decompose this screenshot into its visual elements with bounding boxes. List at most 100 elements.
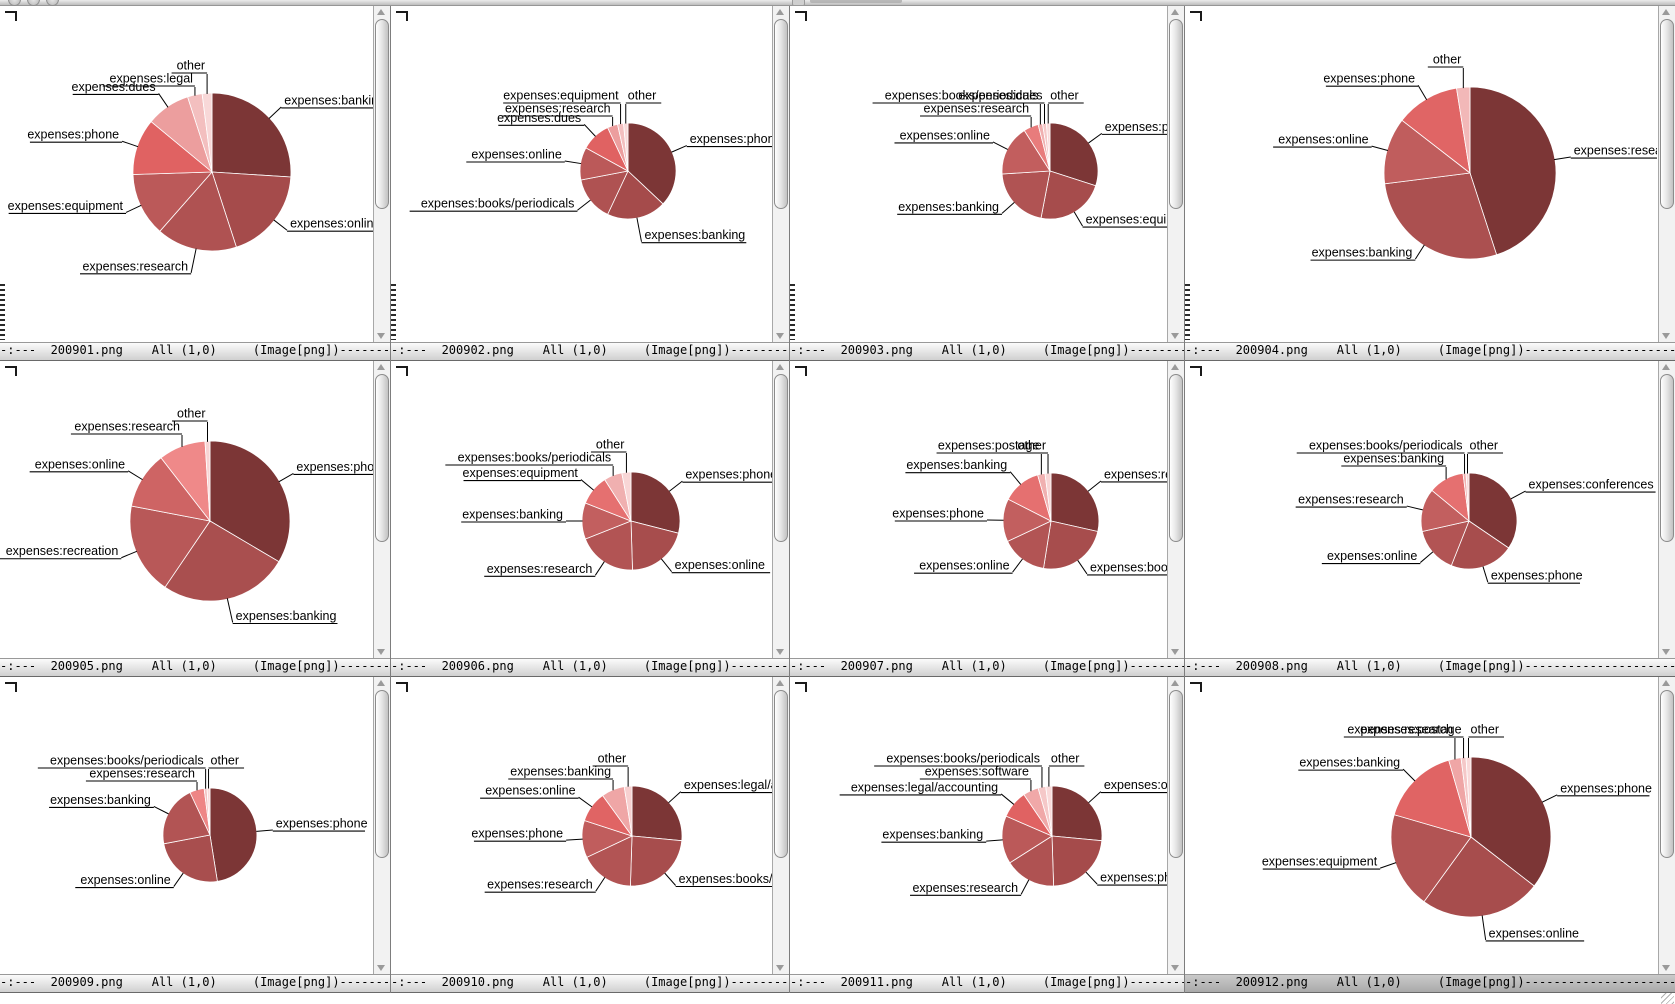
image-buffer-canvas[interactable]: expenses:online expenses:phone expenses:re… (790, 677, 1184, 974)
mode-line-200903.png[interactable]: -:--- 200903.png All (1,0) (Image[png])-… (790, 342, 1184, 361)
mode-line-200909.png[interactable]: -:--- 200909.png All (1,0) (Image[png])-… (0, 974, 390, 993)
scroll-up-arrow-icon[interactable] (377, 680, 385, 686)
scrollbar-thumb[interactable] (1169, 690, 1183, 859)
pie-slice-label: expenses:equipment (1073, 211, 1184, 228)
scrollbar[interactable] (772, 677, 789, 974)
scroll-up-arrow-icon[interactable] (377, 9, 385, 15)
scroll-down-arrow-icon[interactable] (377, 333, 385, 339)
scrollbar[interactable] (772, 361, 789, 658)
mode-line-200902.png[interactable]: -:--- 200902.png All (1,0) (Image[png])-… (391, 342, 789, 361)
scrollbar-thumb[interactable] (375, 374, 389, 543)
image-buffer-canvas[interactable]: expenses:phone expenses:banking expenses:r… (0, 361, 390, 658)
pie-slice-label: expenses:books/periodicals (445, 451, 614, 476)
scrollbar[interactable] (1167, 677, 1184, 974)
image-buffer-canvas[interactable]: expenses:phone expenses:equipment expenses… (790, 6, 1184, 342)
image-buffer-canvas[interactable]: expenses:banking expenses:online expenses:… (0, 6, 390, 342)
scroll-up-arrow-icon[interactable] (1171, 680, 1179, 686)
scroll-up-arrow-icon[interactable] (1171, 364, 1179, 370)
mode-line-200910.png[interactable]: -:--- 200910.png All (1,0) (Image[png])-… (391, 974, 789, 993)
image-buffer-canvas[interactable]: expenses:phone expenses:banking expenses:b… (391, 6, 789, 342)
scrollbar-thumb[interactable] (774, 19, 788, 210)
scroll-down-arrow-icon[interactable] (1171, 965, 1179, 971)
buffer-top-corner-mark (396, 682, 408, 692)
scroll-down-arrow-icon[interactable] (377, 965, 385, 971)
scrollbar[interactable] (373, 677, 390, 974)
scrollbar[interactable] (1167, 6, 1184, 342)
image-buffer-canvas[interactable]: expenses:phone expenses:online expenses:eq… (1185, 677, 1675, 974)
pie-chart: expenses:banking expenses:online expenses:… (8, 59, 387, 275)
mode-line-200901.png[interactable]: -:--- 200901.png All (1,0) (Image[png])-… (0, 342, 390, 361)
scrollbar-thumb[interactable] (375, 19, 389, 210)
scrollbar[interactable] (373, 361, 390, 658)
mode-line-200908.png[interactable]: -:--- 200908.png All (1,0) (Image[png])-… (1185, 658, 1675, 677)
image-buffer-canvas[interactable]: expenses:legal/accounting expenses:books/… (391, 677, 789, 974)
emacs-window-200905.png: expenses:phone expenses:banking expenses:r… (0, 361, 391, 677)
scrollbar-thumb[interactable] (375, 690, 389, 859)
scrollbar[interactable] (1658, 6, 1675, 342)
scrollbar[interactable] (373, 6, 390, 342)
svg-text:expenses:dues: expenses:dues (497, 111, 581, 125)
minibuffer-echo-area[interactable]: Type C-c C-c to view as text. (0, 993, 1675, 1004)
pie-slice-label: expenses:phone (669, 468, 777, 492)
pie-chart: expenses:online expenses:phone expenses:re… (839, 752, 1184, 896)
scroll-up-arrow-icon[interactable] (1171, 9, 1179, 15)
scroll-down-arrow-icon[interactable] (1662, 649, 1670, 655)
scrollbar-thumb[interactable] (1169, 19, 1183, 210)
mode-line-200907.png[interactable]: -:--- 200907.png All (1,0) (Image[png])-… (790, 658, 1184, 677)
mode-line-200906.png[interactable]: -:--- 200906.png All (1,0) (Image[png])-… (391, 658, 789, 677)
scrollbar-thumb[interactable] (774, 374, 788, 543)
scroll-down-arrow-icon[interactable] (1662, 965, 1670, 971)
svg-text:expenses:research: expenses:research (1298, 493, 1404, 507)
mode-line-200904.png[interactable]: -:--- 200904.png All (1,0) (Image[png])-… (1185, 342, 1675, 361)
pie-slice-label: expenses:postage (1358, 723, 1465, 759)
scrollbar-thumb[interactable] (1169, 374, 1183, 543)
window-titlebar[interactable] (0, 0, 1675, 6)
mode-line-200912.png[interactable]: -:--- 200912.png All (1,0) (Image[png])-… (1185, 974, 1675, 993)
svg-text:expenses:equipment: expenses:equipment (1262, 855, 1378, 869)
scroll-up-arrow-icon[interactable] (776, 680, 784, 686)
fringe-marks (391, 284, 396, 340)
scrollbar[interactable] (1658, 361, 1675, 658)
mode-line-200911.png[interactable]: -:--- 200911.png All (1,0) (Image[png])-… (790, 974, 1184, 993)
pie-slice-label: expenses:books/periodicals (37, 754, 207, 789)
scroll-up-arrow-icon[interactable] (776, 9, 784, 15)
fringe-marks (790, 284, 795, 340)
svg-text:expenses:books/periodicals: expenses:books/periodicals (885, 89, 1039, 103)
scroll-up-arrow-icon[interactable] (776, 364, 784, 370)
image-buffer-canvas[interactable]: expenses:phone expenses:online expenses:ba… (0, 677, 390, 974)
resize-grip[interactable] (1661, 993, 1674, 1004)
pie-slice-label: other (592, 752, 629, 787)
scroll-down-arrow-icon[interactable] (1171, 649, 1179, 655)
svg-text:expenses:research: expenses:research (1574, 144, 1657, 158)
scroll-down-arrow-icon[interactable] (776, 333, 784, 339)
scrollbar-thumb[interactable] (774, 690, 788, 859)
image-buffer-canvas[interactable]: expenses:research expenses:books/periodic… (790, 361, 1184, 658)
scroll-up-arrow-icon[interactable] (1662, 364, 1670, 370)
pie-slice-label: other (590, 438, 627, 473)
image-buffer-canvas[interactable]: expenses:phone expenses:online expenses:re… (391, 361, 789, 658)
image-buffer-canvas[interactable]: expenses:conferences expenses:phone expens… (1185, 361, 1675, 658)
scrollbar[interactable] (1658, 677, 1675, 974)
scroll-down-arrow-icon[interactable] (377, 649, 385, 655)
svg-text:expenses:online: expenses:online (290, 217, 373, 231)
scroll-down-arrow-icon[interactable] (1662, 333, 1670, 339)
scroll-down-arrow-icon[interactable] (776, 965, 784, 971)
scroll-down-arrow-icon[interactable] (776, 649, 784, 655)
svg-text:expenses:phone: expenses:phone (685, 468, 772, 482)
emacs-window-200912.png: expenses:phone expenses:online expenses:eq… (1185, 677, 1675, 993)
scrollbar-thumb[interactable] (1660, 19, 1674, 210)
scrollbar[interactable] (1167, 361, 1184, 658)
scrollbar-thumb[interactable] (1660, 690, 1674, 859)
scroll-up-arrow-icon[interactable] (1662, 9, 1670, 15)
scroll-down-arrow-icon[interactable] (1171, 333, 1179, 339)
scrollbar[interactable] (772, 6, 789, 342)
buffer-top-corner-mark (396, 11, 408, 21)
scroll-up-arrow-icon[interactable] (377, 364, 385, 370)
pie-slice (629, 835, 683, 887)
image-buffer-canvas[interactable]: expenses:research expenses:banking expense… (1185, 6, 1675, 342)
scrollbar-thumb[interactable] (1660, 374, 1674, 543)
mode-line-200905.png[interactable]: -:--- 200905.png All (1,0) (Image[png])-… (0, 658, 390, 677)
pie-slice-label: expenses:phone (1541, 781, 1652, 803)
scroll-up-arrow-icon[interactable] (1662, 680, 1670, 686)
svg-text:expenses:books/periodicals: expenses:books/periodicals (679, 872, 772, 886)
